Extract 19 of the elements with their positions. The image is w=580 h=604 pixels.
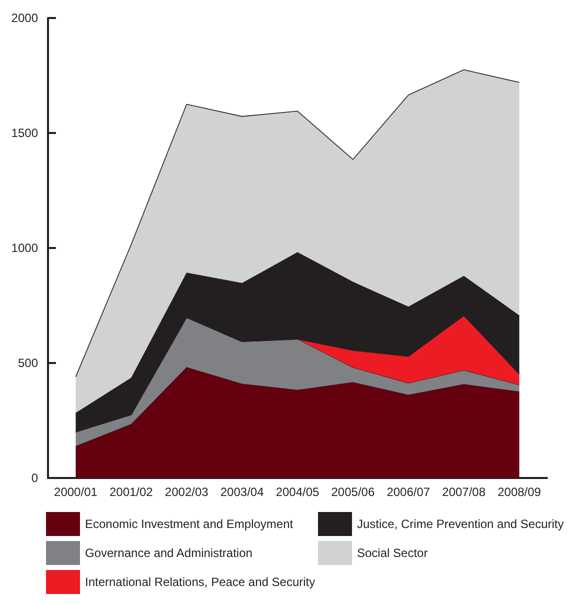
x-tick-label: 2004/05	[276, 485, 320, 499]
x-tick-label: 2006/07	[386, 485, 430, 499]
y-tick-label: 500	[18, 356, 38, 370]
legend-label: Economic Investment and Employment	[85, 517, 294, 531]
y-tick-label: 1000	[11, 241, 38, 255]
y-tick-label: 0	[31, 471, 38, 485]
y-tick-label: 2000	[11, 11, 38, 25]
y-tick-label: 1500	[11, 126, 38, 140]
x-tick-label: 2008/09	[498, 485, 542, 499]
x-tick-label: 2007/08	[442, 485, 486, 499]
x-tick-label: 2000/01	[54, 485, 98, 499]
legend-label: Social Sector	[357, 546, 428, 560]
x-tick-label: 2002/03	[164, 485, 209, 499]
x-tick-label: 2003/04	[220, 485, 264, 499]
x-tick-label: 2005/06	[331, 485, 375, 499]
legend-label: Justice, Crime Prevention and Security	[357, 517, 564, 531]
legend-label: International Relations, Peace and Security	[85, 575, 316, 589]
x-tick-label: 2001/02	[109, 485, 154, 499]
legend-label: Governance and Administration	[85, 546, 252, 560]
